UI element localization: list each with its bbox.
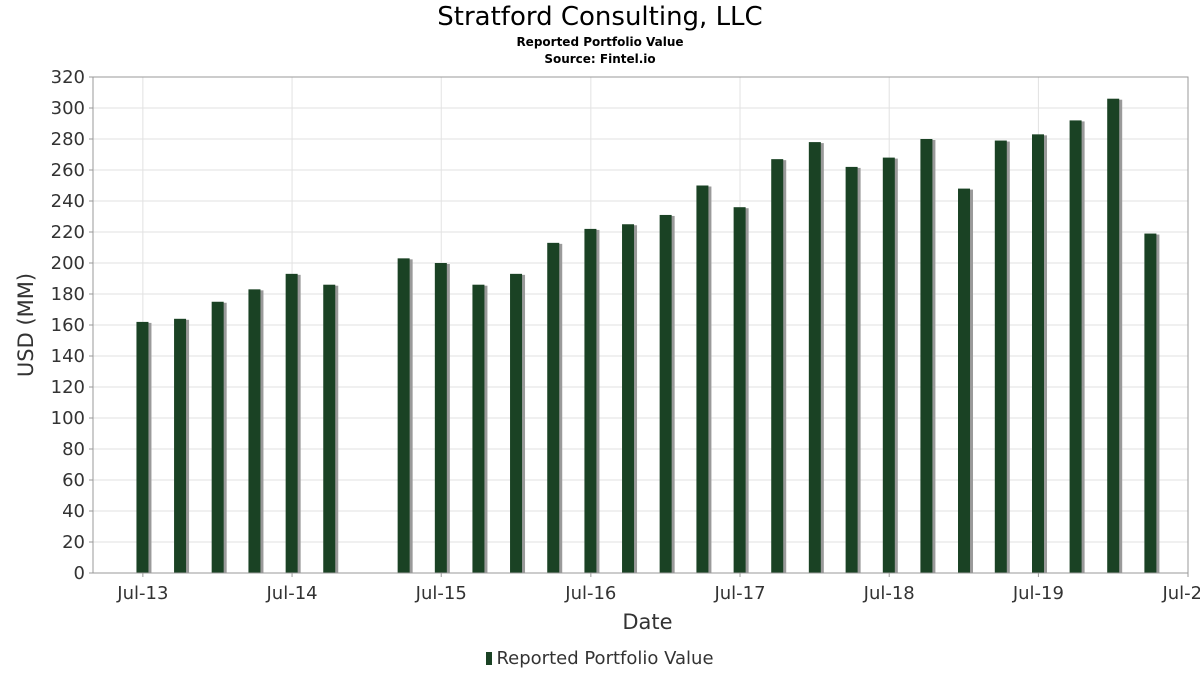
bar	[696, 185, 709, 573]
x-axis-title: Date	[622, 610, 672, 634]
y-tick-label: 60	[62, 470, 85, 491]
x-tick-label: Jul-16	[564, 583, 616, 604]
bar	[547, 242, 560, 573]
bar	[1031, 134, 1044, 573]
x-tick-label: Jul-17	[713, 583, 765, 604]
bar	[248, 289, 261, 573]
bar	[1107, 98, 1120, 573]
bar	[584, 228, 597, 573]
bar	[920, 139, 933, 573]
x-axis-ticks: Jul-13 Jul-14 Jul-15 Jul-16 Jul-17 Jul-18 Jul-…	[93, 572, 1200, 604]
bars	[136, 98, 1160, 574]
y-axis-title: USD (MM)	[14, 273, 38, 377]
y-tick-label: 240	[51, 191, 85, 212]
y-tick-label: 120	[51, 377, 85, 398]
chart-subtitle: Reported Portfolio Value	[516, 35, 684, 49]
bar	[136, 321, 149, 573]
y-tick-label: 140	[51, 346, 85, 367]
y-tick-label: 0	[74, 563, 85, 584]
chart-source: Source: Fintel.io	[544, 52, 656, 66]
x-tick-label: Jul-15	[415, 583, 467, 604]
y-axis-ticks: 0 20 40 60 80 100 120 140 160 180 200 220 240 260 280 3…	[51, 67, 93, 584]
y-tick-label: 40	[62, 501, 85, 522]
bar	[1069, 120, 1082, 574]
bar	[882, 157, 895, 573]
bar	[472, 284, 485, 573]
chart-title: Stratford Consulting, LLC	[437, 2, 763, 32]
bar	[659, 214, 672, 573]
bar	[622, 224, 635, 573]
y-tick-label: 280	[51, 129, 85, 150]
bar	[958, 188, 971, 573]
y-tick-label: 200	[51, 253, 85, 274]
legend-swatch	[486, 652, 493, 665]
y-tick-label: 220	[51, 222, 85, 243]
bar	[1144, 233, 1157, 574]
bar	[211, 301, 224, 573]
bar	[771, 159, 784, 573]
bar	[845, 166, 858, 573]
bar	[733, 207, 746, 573]
bar	[808, 142, 821, 573]
y-tick-label: 80	[62, 439, 85, 460]
bar	[397, 258, 410, 573]
bar	[994, 140, 1007, 574]
y-tick-label: 20	[62, 532, 85, 553]
legend: Reported Portfolio Value	[0, 648, 1200, 669]
x-tick-label: Jul-18	[863, 583, 915, 604]
y-tick-label: 160	[51, 315, 85, 336]
x-tick-label: Jul-14	[265, 583, 317, 604]
bar	[174, 318, 187, 573]
bar	[285, 273, 298, 573]
x-tick-label: Jul-20	[1161, 583, 1200, 604]
y-tick-label: 320	[51, 67, 85, 88]
y-tick-label: 260	[51, 160, 85, 181]
bar	[434, 263, 447, 573]
x-tick-label: Jul-19	[1012, 583, 1064, 604]
legend-label: Reported Portfolio Value	[496, 648, 714, 669]
y-tick-label: 180	[51, 284, 85, 305]
y-tick-label: 300	[51, 98, 85, 119]
bar	[323, 284, 336, 573]
y-tick-label: 100	[51, 408, 85, 429]
bar	[510, 273, 523, 573]
x-tick-label: Jul-13	[116, 583, 168, 604]
